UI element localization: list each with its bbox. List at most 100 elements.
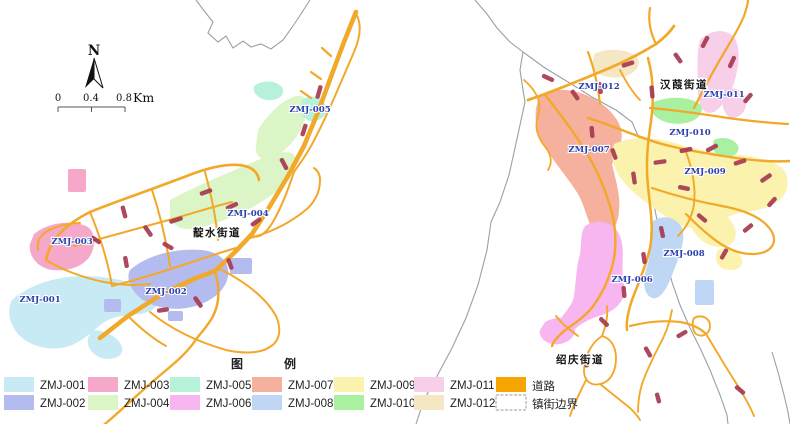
road-path [637,309,673,413]
road-name-marker [315,85,323,99]
zone-zmj-009-patch [687,196,736,248]
scale-tick-04: 0.4 [83,93,99,104]
boundary-line [771,351,790,424]
legend-label-zmj-008: ZMJ-008 [288,398,333,410]
road-name-marker [733,158,747,166]
zone-label-zmj-001: ZMJ-001 [19,295,60,305]
legend-items: ZMJ-001 ZMJ-002 ZMJ-003 ZMJ-004 ZMJ-005 … [4,377,578,411]
road-name-marker [719,248,729,260]
road-name-marker [589,125,595,139]
road-name-marker [727,55,737,69]
road-name-marker [279,157,289,171]
road-path [523,79,552,171]
road-path [625,56,655,332]
road-name-marker [193,296,203,308]
north-arrow-left-half [85,58,94,88]
road-name-marker [643,346,653,358]
road-name-marker [250,217,262,227]
left-zone-labels: ZMJ-001 ZMJ-002 ZMJ-003 ZMJ-004 ZMJ-005 [18,104,332,306]
road-path [309,70,323,81]
legend-label-zmj-002: ZMJ-002 [40,398,85,410]
road-name-marker [653,159,667,165]
zone-zmj-006-patch [539,317,576,345]
zone-zmj-001-patch [87,330,123,359]
road-path [111,247,237,287]
legend-label-zmj-009: ZMJ-009 [370,380,415,392]
road-name-marker [570,89,580,101]
scale-bar-line [57,106,126,112]
legend-label-zmj-007: ZMJ-007 [288,380,333,392]
legend-swatch-zmj-004 [88,395,118,410]
road-name-marker [658,226,666,238]
road-name-marker [597,82,603,94]
road-path [648,6,658,46]
road-name-marker [696,213,708,223]
road-name-marker [676,329,688,339]
road-path [44,210,92,262]
road-name-marker [621,60,635,68]
north-arrow-right-half [93,57,104,89]
zone-label-zmj-004: ZMJ-004 [227,209,268,219]
scale-unit: Km [133,90,154,105]
north-label: N [88,43,100,59]
zone-zmj-008-patch [695,280,714,305]
zone-zmj-010-patch [712,138,739,158]
zone-zmj-002 [128,249,229,309]
road-name-marker [300,123,308,137]
road-name-marker [743,92,753,104]
legend-swatch-zmj-003 [88,377,118,392]
street-label-dianshui: 靛水街道 [193,226,241,239]
legend-swatch-zmj-010 [334,395,364,410]
road-path [217,267,281,349]
road-path [88,163,261,214]
legend-swatch-zmj-009 [334,377,364,392]
zone-label-zmj-006: ZMJ-006 [611,275,652,285]
legend-swatch-zmj-005 [170,377,200,392]
legend-label-zmj-011: ZMJ-011 [450,380,495,392]
road-name-marker [91,235,101,245]
road-name-marker [120,205,128,219]
road-path [677,151,696,237]
scale-bar: 0 0.4 0.8 Km [55,90,154,112]
road-path [586,50,602,106]
road-name-marker [143,225,153,237]
legend: 图 例 ZMJ-001 ZMJ-002 ZMJ-003 ZMJ-004 ZMJ-… [4,356,578,411]
road-name-marker [610,148,618,160]
legend-swatch-zmj-011 [414,377,444,392]
legend-label-zmj-006: ZMJ-006 [206,398,251,410]
zone-zmj-007 [535,89,622,238]
left-map: ZMJ-001 ZMJ-002 ZMJ-003 ZMJ-004 ZMJ-005 … [9,0,361,424]
road-path [36,222,81,251]
street-label-hanjia: 汉葭街道 [660,78,708,91]
road-name-marker [700,35,710,49]
road-name-marker [673,52,683,64]
road-name-marker [760,173,772,183]
zone-zmj-001 [9,276,158,349]
right-road-name-markers [541,35,777,404]
zone-zmj-002-patch [168,311,183,321]
road-name-marker [199,188,213,196]
legend-swatch-zmj-008 [252,395,282,410]
road-path [601,305,609,337]
legend-label-zmj-012: ZMJ-012 [450,398,495,410]
road-name-marker [631,171,637,185]
road-path [299,89,313,100]
road-path [650,186,776,256]
road-name-marker [123,256,129,268]
road-path [204,171,219,241]
road-path [586,116,790,163]
zone-zmj-008 [644,217,684,299]
legend-swatch-zmj-001 [4,377,34,392]
zone-label-zmj-010: ZMJ-010 [669,128,710,138]
scale-tick-08: 0.8 [116,93,132,104]
zone-label-zmj-012: ZMJ-012 [578,82,619,92]
legend-swatch-zmj-012 [414,395,444,410]
zone-label-zmj-003: ZMJ-003 [51,237,92,247]
road-path [555,315,579,337]
road-name-marker [742,223,754,233]
right-zones [535,31,788,345]
legend-label-boundary: 镇街边界 [532,397,578,411]
road-path [692,0,750,110]
road-path [89,211,113,287]
